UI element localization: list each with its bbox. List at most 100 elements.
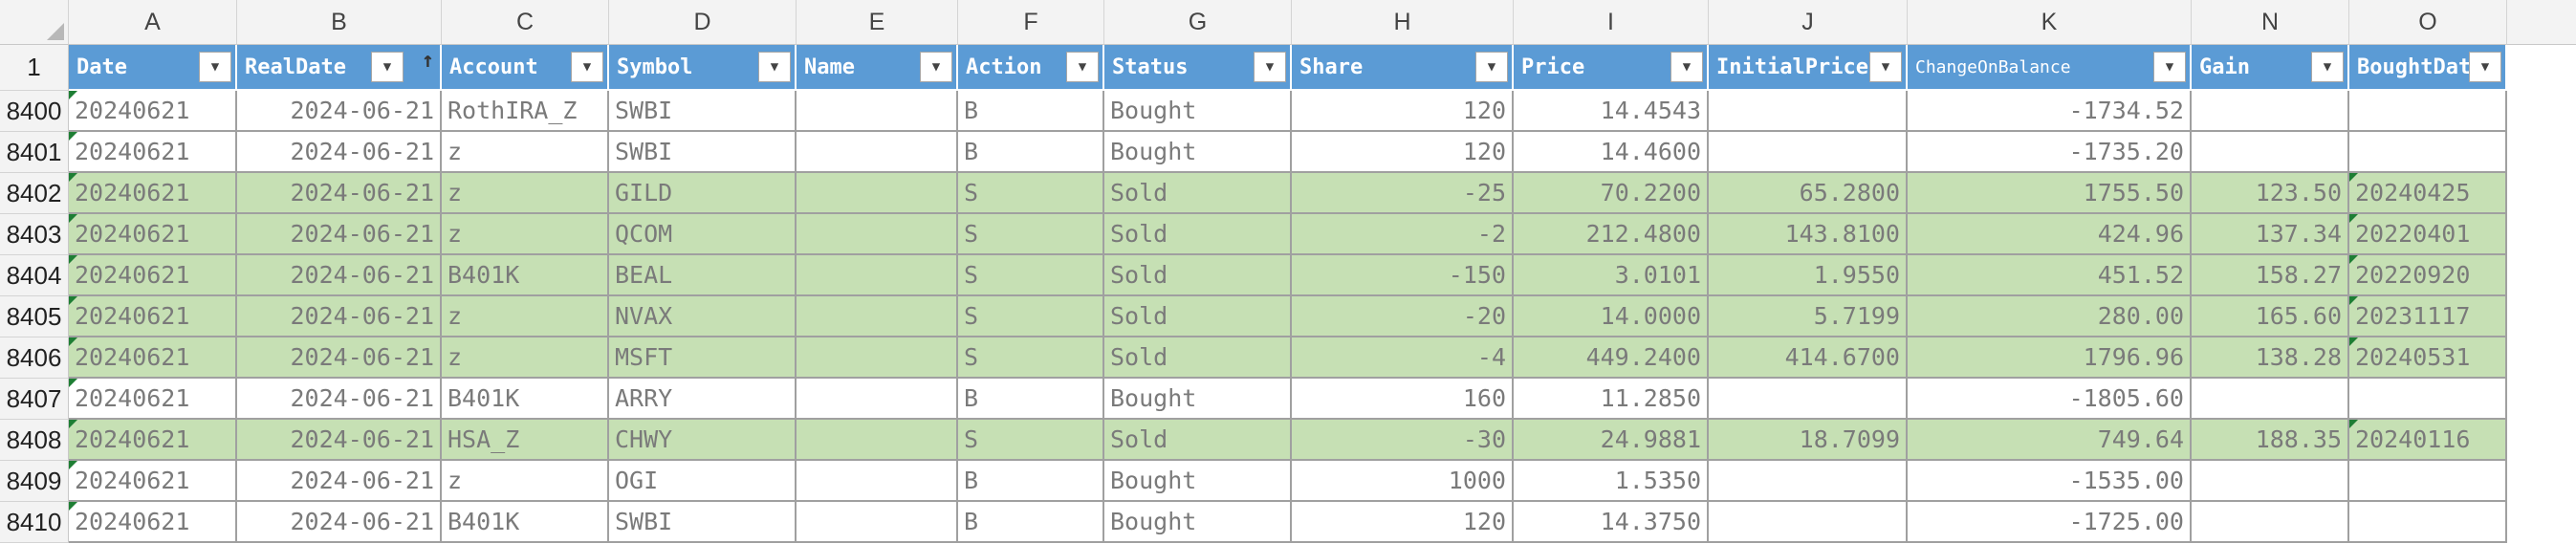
row-header[interactable]: 8409 — [0, 461, 69, 502]
table-cell-price[interactable]: 3.0101 — [1514, 255, 1709, 296]
table-cell-share[interactable]: 120 — [1292, 502, 1514, 543]
table-cell-action[interactable]: B — [958, 502, 1104, 543]
table-cell-name[interactable] — [797, 132, 958, 173]
row-header[interactable]: 8406 — [0, 337, 69, 379]
table-cell-share[interactable]: 1000 — [1292, 461, 1514, 502]
table-cell-status[interactable]: Bought — [1104, 91, 1292, 132]
table-cell-changeonbalance[interactable]: -1734.52 — [1908, 91, 2192, 132]
table-cell-date[interactable]: 20240621 — [69, 173, 237, 214]
table-cell-boughtdate[interactable] — [2349, 461, 2507, 502]
table-cell-account[interactable]: B401K — [442, 379, 609, 420]
table-cell-gain[interactable]: 188.35 — [2192, 420, 2349, 461]
table-cell-realdate[interactable]: 2024-06-21 — [237, 420, 442, 461]
table-cell-boughtdate[interactable]: 20220920 — [2349, 255, 2507, 296]
table-cell-gain[interactable] — [2192, 502, 2349, 543]
table-cell-realdate[interactable]: 2024-06-21 — [237, 214, 442, 255]
table-cell-realdate[interactable]: 2024-06-21 — [237, 337, 442, 379]
table-cell-symbol[interactable]: SWBI — [609, 502, 797, 543]
table-cell-date[interactable]: 20240621 — [69, 132, 237, 173]
table-cell-realdate[interactable]: 2024-06-21 — [237, 461, 442, 502]
table-cell-boughtdate[interactable]: 20240116 — [2349, 420, 2507, 461]
row-header[interactable]: 8405 — [0, 296, 69, 337]
table-cell-price[interactable]: 212.4800 — [1514, 214, 1709, 255]
filter-dropdown-icon[interactable]: ▼ — [571, 52, 603, 82]
table-cell-account[interactable]: z — [442, 214, 609, 255]
table-cell-price[interactable]: 11.2850 — [1514, 379, 1709, 420]
filter-sorted-icon[interactable]: ▼ — [371, 52, 404, 82]
table-cell-price[interactable]: 14.3750 — [1514, 502, 1709, 543]
row-header[interactable]: 8402 — [0, 173, 69, 214]
table-cell-action[interactable]: S — [958, 173, 1104, 214]
table-cell-symbol[interactable]: GILD — [609, 173, 797, 214]
table-cell-boughtdate[interactable] — [2349, 91, 2507, 132]
filter-dropdown-icon[interactable]: ▼ — [2153, 52, 2186, 82]
row-header[interactable]: 8404 — [0, 255, 69, 296]
column-header-b[interactable]: B — [237, 0, 442, 45]
table-cell-status[interactable]: Bought — [1104, 132, 1292, 173]
table-cell-share[interactable]: 120 — [1292, 132, 1514, 173]
table-cell-name[interactable] — [797, 420, 958, 461]
table-cell-date[interactable]: 20240621 — [69, 255, 237, 296]
table-cell-price[interactable]: 449.2400 — [1514, 337, 1709, 379]
empty-cell[interactable] — [2507, 296, 2576, 337]
table-cell-name[interactable] — [797, 461, 958, 502]
table-cell-price[interactable]: 14.0000 — [1514, 296, 1709, 337]
table-cell-realdate[interactable]: 2024-06-21 — [237, 379, 442, 420]
table-cell-name[interactable] — [797, 255, 958, 296]
row-header[interactable]: 8407 — [0, 379, 69, 420]
table-cell-gain[interactable]: 137.34 — [2192, 214, 2349, 255]
table-cell-gain[interactable]: 138.28 — [2192, 337, 2349, 379]
table-cell-boughtdate[interactable]: 20220401 — [2349, 214, 2507, 255]
table-cell-gain[interactable] — [2192, 379, 2349, 420]
empty-cell[interactable] — [2507, 132, 2576, 173]
table-cell-initialprice[interactable] — [1709, 461, 1908, 502]
table-cell-symbol[interactable]: NVAX — [609, 296, 797, 337]
table-cell-gain[interactable]: 123.50 — [2192, 173, 2349, 214]
column-header-j[interactable]: J — [1709, 0, 1908, 45]
table-cell-changeonbalance[interactable]: -1735.20 — [1908, 132, 2192, 173]
filter-dropdown-icon[interactable]: ▼ — [2469, 52, 2501, 82]
table-cell-boughtdate[interactable] — [2349, 379, 2507, 420]
table-cell-date[interactable]: 20240621 — [69, 296, 237, 337]
row-header[interactable]: 8401 — [0, 132, 69, 173]
table-cell-price[interactable]: 1.5350 — [1514, 461, 1709, 502]
table-cell-name[interactable] — [797, 173, 958, 214]
filter-dropdown-icon[interactable]: ▼ — [758, 52, 791, 82]
table-cell-price[interactable]: 14.4543 — [1514, 91, 1709, 132]
table-cell-initialprice[interactable]: 18.7099 — [1709, 420, 1908, 461]
table-cell-symbol[interactable]: SWBI — [609, 132, 797, 173]
row-header[interactable]: 8400 — [0, 91, 69, 132]
table-cell-boughtdate[interactable] — [2349, 132, 2507, 173]
table-cell-realdate[interactable]: 2024-06-21 — [237, 132, 442, 173]
empty-cell[interactable] — [2507, 337, 2576, 379]
empty-cell[interactable] — [2507, 420, 2576, 461]
table-cell-action[interactable]: S — [958, 420, 1104, 461]
table-cell-name[interactable] — [797, 296, 958, 337]
row-header[interactable]: 8403 — [0, 214, 69, 255]
table-cell-changeonbalance[interactable]: -1725.00 — [1908, 502, 2192, 543]
table-cell-status[interactable]: Sold — [1104, 173, 1292, 214]
table-cell-action[interactable]: B — [958, 132, 1104, 173]
table-cell-changeonbalance[interactable]: -1535.00 — [1908, 461, 2192, 502]
table-cell-initialprice[interactable] — [1709, 502, 1908, 543]
empty-cell[interactable] — [2507, 255, 2576, 296]
column-header-h[interactable]: H — [1292, 0, 1514, 45]
filter-dropdown-icon[interactable]: ▼ — [1475, 52, 1508, 82]
column-header-e[interactable]: E — [797, 0, 958, 45]
sort-ascending-icon[interactable]: ↑ — [421, 49, 434, 73]
table-cell-account[interactable]: RothIRA_Z — [442, 91, 609, 132]
table-cell-price[interactable]: 14.4600 — [1514, 132, 1709, 173]
table-cell-status[interactable]: Sold — [1104, 420, 1292, 461]
select-all-corner[interactable] — [0, 0, 69, 45]
filter-dropdown-icon[interactable]: ▼ — [1869, 52, 1902, 82]
empty-cell[interactable] — [2507, 173, 2576, 214]
table-cell-symbol[interactable]: BEAL — [609, 255, 797, 296]
table-cell-gain[interactable] — [2192, 461, 2349, 502]
table-cell-gain[interactable]: 158.27 — [2192, 255, 2349, 296]
table-cell-name[interactable] — [797, 379, 958, 420]
table-cell-symbol[interactable]: QCOM — [609, 214, 797, 255]
table-cell-gain[interactable] — [2192, 91, 2349, 132]
table-cell-symbol[interactable]: MSFT — [609, 337, 797, 379]
table-cell-action[interactable]: B — [958, 461, 1104, 502]
table-cell-boughtdate[interactable]: 20231117 — [2349, 296, 2507, 337]
